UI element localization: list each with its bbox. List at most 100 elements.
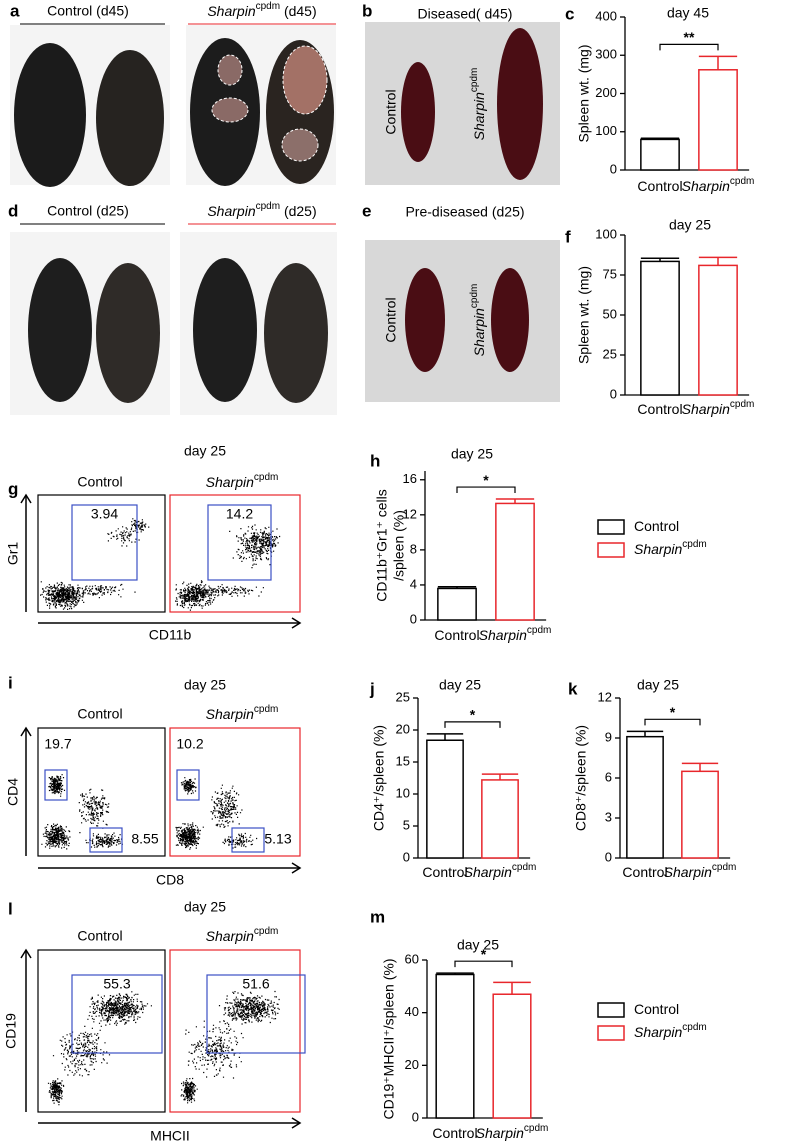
spleen (497, 28, 543, 180)
italic-name: Sharpin (206, 928, 254, 944)
panel-letter: d (8, 201, 18, 220)
gate-value: 5.13 (264, 831, 291, 847)
panel-letter: m (370, 907, 385, 926)
y-tick-label: 20 (396, 721, 410, 736)
panel-letter: e (362, 201, 371, 220)
legend-swatch (597, 1002, 625, 1018)
arrow-head (291, 1117, 302, 1129)
superscript: cpdm (254, 704, 278, 715)
superscript: cpdm (682, 539, 706, 550)
event-dots (40, 518, 150, 610)
y-tick-label: 60 (405, 951, 419, 966)
arrow-head (20, 726, 32, 737)
mouse (193, 258, 257, 402)
gate (71, 974, 163, 1054)
photo-art (10, 22, 560, 415)
plot-frame (169, 727, 301, 857)
gate-value: 10.2 (176, 736, 203, 752)
flow-title: day 25 (184, 443, 226, 459)
plot-frame (37, 494, 166, 613)
bar (681, 770, 719, 859)
label: Sharpincpdm (d45) (207, 1, 316, 19)
column-label: Control (77, 928, 122, 944)
category-name: Sharpin (476, 1125, 524, 1141)
flow-title: day 25 (184, 677, 226, 693)
y-tick-label: 25 (396, 689, 410, 704)
superscript: cpdm (712, 862, 736, 873)
plot-frame (169, 494, 301, 613)
significance: * (483, 472, 489, 488)
superscript: cpdm (256, 201, 280, 212)
y-tick-label: 0 (403, 849, 410, 864)
x-tick-label: Sharpincpdm (479, 625, 552, 643)
plot-frame (37, 727, 166, 857)
panel-letter: b (362, 1, 372, 20)
gate (71, 504, 138, 581)
y-tick-label: 0 (610, 161, 617, 176)
bar (698, 264, 738, 396)
panel-letter: i (8, 673, 13, 692)
spleen (405, 268, 445, 372)
y-tick-label: 16 (403, 471, 417, 486)
category-name: Control (434, 627, 479, 643)
bar (437, 587, 477, 621)
mouse (264, 263, 328, 403)
y-axis-label: CD4 (5, 778, 21, 806)
category-name: Control (637, 178, 682, 194)
y-tick-label: 300 (595, 47, 617, 62)
legend-swatch (597, 519, 625, 535)
label: Sharpincpdm (469, 284, 487, 357)
y-tick-label: 0 (410, 611, 417, 626)
y-tick-label: 12 (403, 506, 417, 521)
y-axis-label: Spleen wt. (mg) (576, 44, 592, 142)
significance: * (670, 704, 676, 720)
superscript: cpdm (469, 284, 480, 308)
legend-label: Control (634, 1001, 679, 1017)
y-axis-label: CD19⁺MHCII⁺/spleen (%) (381, 958, 397, 1119)
y-tick-label: 400 (595, 8, 617, 23)
chart-title: day 25 (457, 937, 499, 953)
y-axis-label: Gr1 (5, 542, 21, 566)
x-tick-label: Sharpincpdm (682, 176, 755, 194)
spleen-label: Control (383, 297, 399, 342)
gate-value: 14.2 (226, 506, 253, 522)
bar (626, 735, 664, 859)
italic-name: Sharpin (471, 92, 487, 140)
superscript: cpdm (512, 862, 536, 873)
y-tick-label: 3 (605, 809, 612, 824)
category-name: Control (637, 401, 682, 417)
photo-header: Control (d45) (47, 3, 129, 19)
superscript: cpdm (254, 472, 278, 483)
italic-name: Sharpin (207, 3, 255, 19)
category-name: Control (432, 1125, 477, 1141)
bar (426, 739, 464, 859)
bar (435, 973, 475, 1119)
italic-name: Sharpin (207, 203, 255, 219)
event-dots (41, 774, 123, 850)
category-name: Sharpin (479, 627, 527, 643)
photo-title: Pre-diseased (d25) (405, 204, 524, 220)
suffix: (d45) (280, 3, 317, 19)
x-axis-label: CD8 (156, 872, 184, 888)
panel-letter: g (8, 479, 18, 498)
italic-name: Sharpin (206, 706, 254, 722)
bar (481, 779, 519, 859)
panel-letter: l (8, 899, 13, 918)
x-axis-label: CD11b (149, 627, 192, 643)
superscript: cpdm (527, 625, 551, 636)
arrow-head (291, 862, 302, 874)
x-tick-label: Sharpincpdm (476, 1123, 549, 1141)
panel-letter: k (568, 679, 578, 698)
suffix: (d25) (280, 203, 317, 219)
category-name: Sharpin (664, 864, 712, 880)
chart-title: day 25 (451, 446, 493, 462)
photo-header: Control (d25) (47, 203, 129, 219)
label: Sharpincpdm (206, 704, 279, 722)
y-tick-label: 4 (410, 576, 417, 591)
y-tick-label: 0 (610, 386, 617, 401)
y-tick-label: 5 (403, 817, 410, 832)
gate (89, 827, 123, 853)
column-label: Control (77, 474, 122, 490)
plot-frame (169, 949, 301, 1113)
y-tick-label: 100 (595, 226, 617, 241)
